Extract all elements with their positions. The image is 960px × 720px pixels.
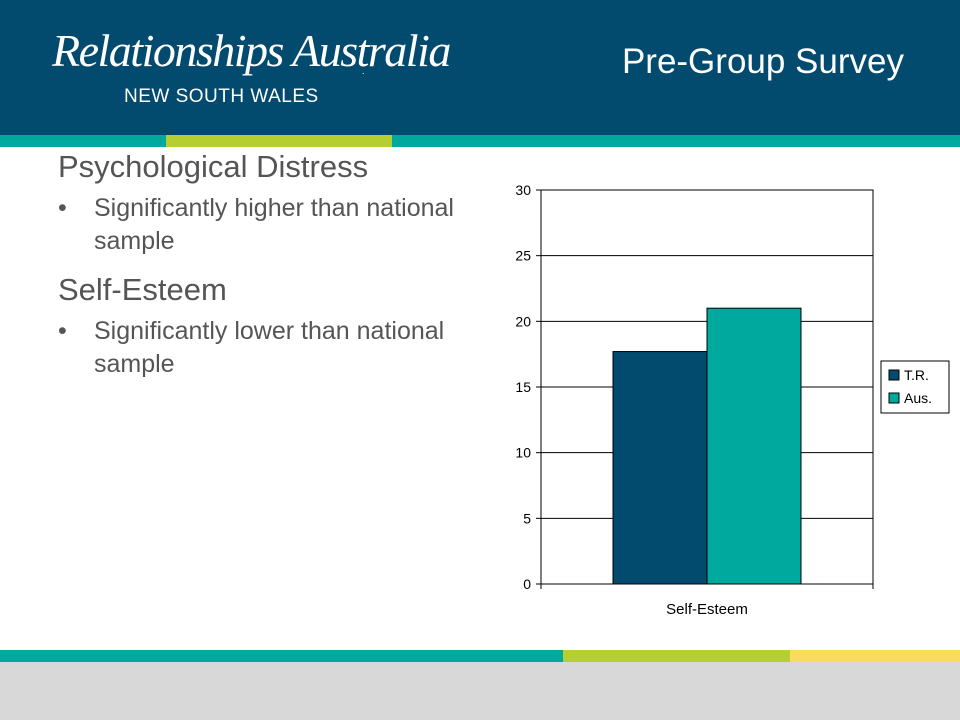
bar-chart: 0 5 10 15 20 25 30 Self-Esteem T.R. Aus. (515, 182, 950, 618)
logo-registered-mark: . (362, 66, 365, 76)
logo-wordmark: Relationships Australia (52, 25, 451, 76)
bar-aus (706, 307, 802, 585)
bullet-item: • Significantly higher than national sam… (58, 192, 458, 257)
legend-swatch (888, 392, 900, 404)
y-tick-label: 30 (515, 182, 531, 198)
y-tick-label: 0 (523, 576, 531, 592)
y-tick-label: 20 (515, 313, 531, 329)
bullet-dot: • (58, 194, 67, 223)
x-category-label: Self-Esteem (666, 601, 748, 618)
legend-label: Aus. (904, 390, 932, 406)
footer-bar (0, 662, 960, 720)
bullet-text: Significantly lower than national sample (94, 317, 445, 378)
top-color-stripe (0, 135, 960, 147)
section-heading: Self-Esteem (58, 272, 227, 308)
bottom-color-stripe (0, 650, 960, 662)
y-tick-label: 5 (523, 510, 531, 526)
header-banner: Relationships Australia . NEW SOUTH WALE… (0, 0, 960, 135)
bullet-text: Significantly higher than national sampl… (94, 194, 454, 255)
logo-subtitle: NEW SOUTH WALES (124, 86, 319, 107)
bullet-dot: • (58, 317, 67, 346)
y-tick-label: 10 (515, 445, 531, 461)
slide-title: Pre-Group Survey (621, 42, 904, 81)
y-tick-label: 25 (515, 248, 531, 264)
bullet-item: • Significantly lower than national samp… (58, 315, 458, 380)
bar-t-r (612, 351, 708, 585)
legend-label: T.R. (904, 367, 929, 383)
section-heading: Psychological Distress (58, 149, 369, 184)
legend-swatch (888, 369, 900, 381)
slide-body: Psychological Distress • Significantly h… (58, 149, 458, 390)
y-tick-label: 15 (515, 379, 531, 395)
